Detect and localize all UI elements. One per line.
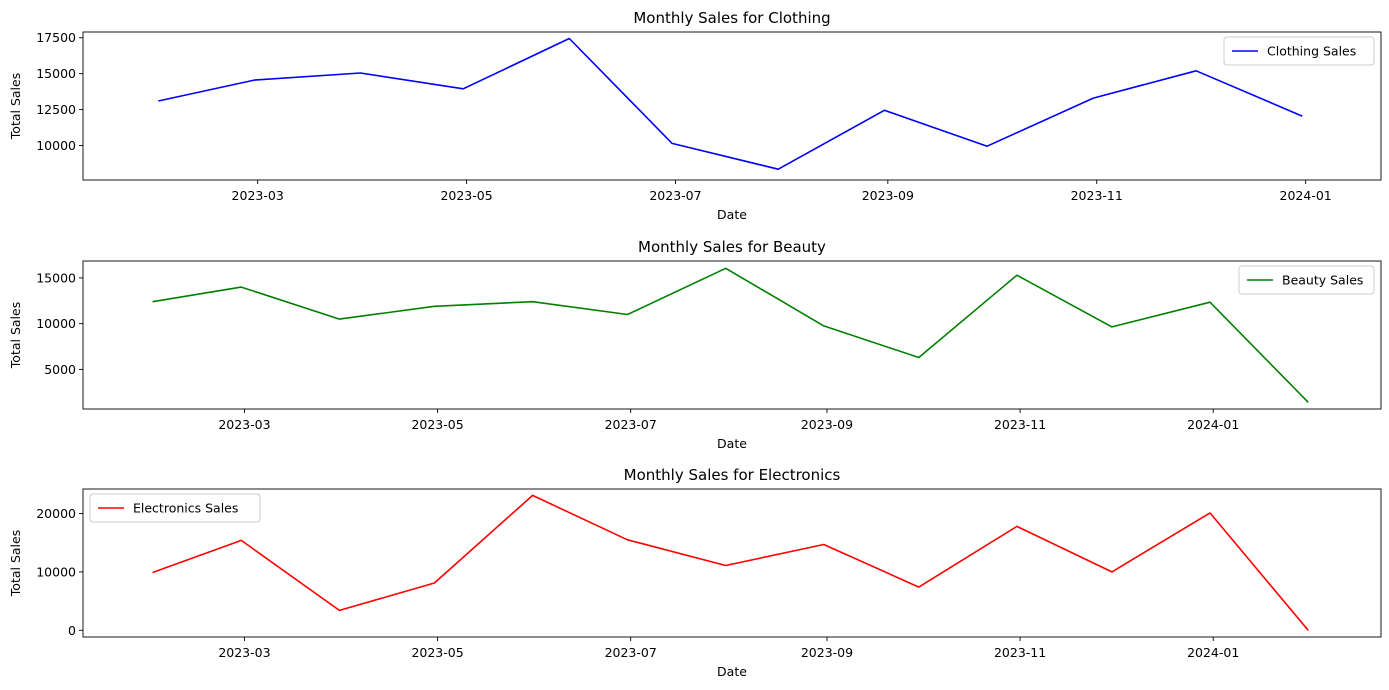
- series-line-clothing-sales: [158, 37, 1303, 170]
- legend-label: Electronics Sales: [133, 501, 238, 516]
- x-tick-label: 2023-07: [605, 645, 657, 660]
- subplot-3: Monthly Sales for Electronics 2023-03 2023…: [8, 466, 1382, 679]
- y-tick-label: 12500: [36, 102, 76, 117]
- legend-label: Beauty Sales: [1282, 273, 1363, 288]
- y-tick-label: 17500: [36, 30, 76, 45]
- y-tick-label: 10000: [36, 316, 76, 331]
- subplot-2: Monthly Sales for Beauty 2023-03 2023-05 20…: [8, 238, 1382, 451]
- chart-title: Monthly Sales for Beauty: [638, 238, 826, 256]
- y-tick-label: 5000: [44, 362, 76, 377]
- legend-box: [1223, 36, 1375, 66]
- y-tick-label: 15000: [36, 270, 76, 285]
- series-line-electronics-sales: [152, 494, 1309, 631]
- x-tick-label: 2023-09: [862, 188, 914, 203]
- x-tick-label: 2023-05: [411, 645, 463, 660]
- x-axis-label: Date: [717, 207, 747, 222]
- chart-title: Monthly Sales for Electronics: [624, 466, 841, 484]
- legend-box: [89, 493, 261, 523]
- x-axis-label: Date: [717, 436, 747, 451]
- y-axis-label: Total Sales: [8, 302, 23, 369]
- axes-frame: [82, 260, 1382, 410]
- legend-label: Clothing Sales: [1267, 44, 1356, 59]
- x-tick-label: 2023-11: [1071, 188, 1123, 203]
- x-tick-label: 2024-01: [1187, 645, 1239, 660]
- legend-box: [1238, 265, 1375, 295]
- x-tick-label: 2023-05: [411, 417, 463, 432]
- legend: Beauty Sales: [1238, 265, 1375, 295]
- x-tick-label: 2023-11: [994, 417, 1046, 432]
- subplot-1: Monthly Sales for Clothing 2023-03 2023-05…: [8, 9, 1382, 222]
- x-tick-label: 2024-01: [1187, 417, 1239, 432]
- x-axis-label: Date: [717, 664, 747, 679]
- y-axis-label: Total Sales: [8, 530, 23, 597]
- y-tick-label: 15000: [36, 66, 76, 81]
- axes-frame: [82, 31, 1382, 181]
- y-axis-label: Total Sales: [8, 73, 23, 140]
- y-tick-label: 10000: [36, 564, 76, 579]
- axes-frame: [82, 488, 1382, 638]
- x-tick-label: 2023-09: [801, 417, 853, 432]
- x-tick-label: 2023-03: [232, 188, 284, 203]
- x-tick-label: 2023-07: [605, 417, 657, 432]
- y-tick-label: 0: [68, 623, 76, 638]
- chart-title: Monthly Sales for Clothing: [633, 9, 830, 27]
- series-line-beauty-sales: [152, 267, 1309, 403]
- x-tick-label: 2023-11: [994, 645, 1046, 660]
- legend: Clothing Sales: [1223, 36, 1375, 66]
- x-tick-label: 2023-03: [218, 645, 270, 660]
- legend: Electronics Sales: [89, 493, 261, 523]
- x-tick-label: 2023-03: [218, 417, 270, 432]
- y-tick-label: 20000: [36, 506, 76, 521]
- x-tick-label: 2023-07: [649, 188, 701, 203]
- y-tick-label: 10000: [36, 138, 76, 153]
- x-tick-label: 2023-05: [440, 188, 492, 203]
- x-tick-label: 2023-09: [801, 645, 853, 660]
- x-tick-label: 2024-01: [1280, 188, 1332, 203]
